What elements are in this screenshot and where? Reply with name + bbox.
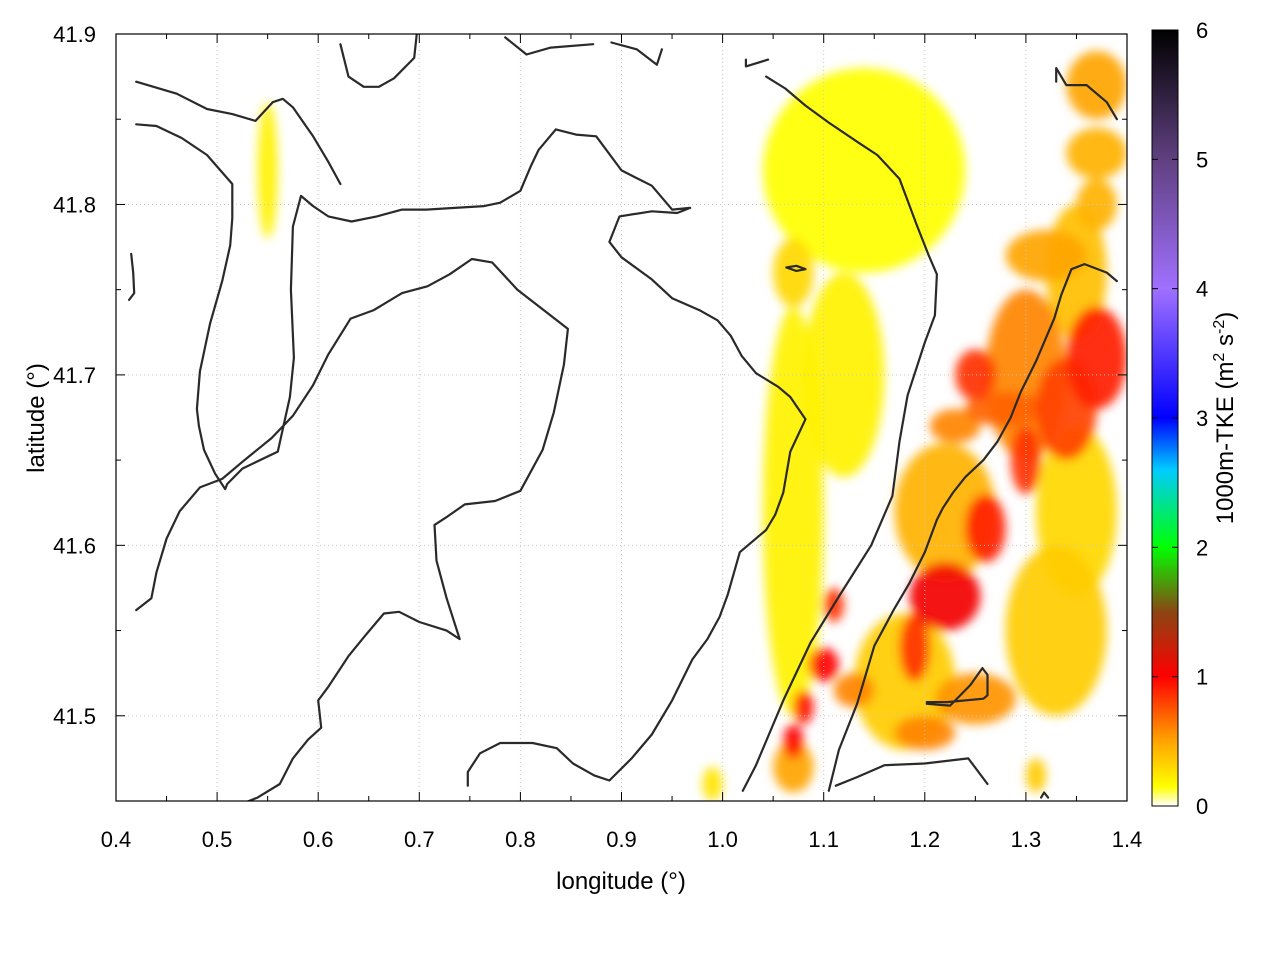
x-tick-label: 1.3 (1011, 827, 1042, 852)
x-axis-title: longitude (°) (556, 868, 686, 895)
colorbar-tick-label: 5 (1196, 147, 1208, 172)
contour-line (135, 80, 342, 186)
x-tick-label: 0.9 (606, 827, 637, 852)
contour-line (834, 757, 989, 787)
tke-cell (1066, 306, 1127, 409)
colorbar-title-main: 1000m-TKE (m (1212, 362, 1239, 525)
tke-cell (257, 102, 278, 239)
contour-line (785, 264, 807, 272)
x-tick-label: 0.6 (303, 827, 334, 852)
tke-cell (773, 741, 814, 793)
colorbar-tick-label: 3 (1196, 406, 1208, 431)
colorbar-tick-label: 0 (1196, 794, 1208, 819)
contour-line (135, 257, 569, 801)
tke-cell (965, 391, 1047, 427)
tke-cell (965, 494, 1006, 563)
x-tick-label: 0.5 (202, 827, 233, 852)
tke-cell (1005, 545, 1107, 716)
y-tick-label: 41.6 (53, 533, 96, 558)
colorbar-title-close: ) (1212, 312, 1239, 320)
tke-cell (783, 724, 804, 759)
x-tick-label: 0.8 (505, 827, 536, 852)
tke-cell (808, 647, 839, 682)
tke-cell (955, 349, 996, 401)
tke-cell (702, 766, 723, 801)
x-tick-label: 0.7 (404, 827, 435, 852)
contour-line (827, 263, 1118, 792)
tke-cell (1010, 426, 1042, 495)
colorbar-tick-label: 2 (1196, 535, 1208, 560)
x-tick-label: 1.4 (1112, 827, 1143, 852)
contour-line (925, 667, 989, 707)
x-tick-label: 0.4 (101, 827, 132, 852)
colorbar-tick-label: 6 (1196, 18, 1208, 43)
colorbar-title-sup2: -2 (1211, 320, 1228, 334)
contour-line (1055, 67, 1118, 121)
contour-line (504, 36, 595, 56)
contour-line (135, 123, 807, 787)
contour-lines (128, 34, 1118, 801)
colorbar-title-mid: s (1212, 334, 1239, 353)
tke-cell (1025, 758, 1047, 793)
contour-line (339, 34, 418, 88)
tke-cell (1066, 127, 1127, 179)
x-tick-label: 1.0 (707, 827, 738, 852)
tke-cell (894, 715, 956, 750)
colorbar-ticks: 0 1 2 3 4 5 6 (1152, 18, 1208, 819)
y-tick-label: 41.9 (53, 22, 96, 47)
tke-cell (929, 408, 981, 444)
tke-cell (909, 562, 981, 631)
contour-line (1040, 791, 1050, 799)
tke-cell (1005, 230, 1087, 282)
tke-cell (773, 238, 814, 307)
colorbar-tick-label: 4 (1196, 277, 1208, 302)
y-tick-label: 41.8 (53, 192, 96, 217)
x-tick-label: 1.2 (910, 827, 941, 852)
contour-line (610, 41, 663, 66)
colorbar-title-sup1: 2 (1211, 353, 1228, 362)
tke-cell (899, 613, 930, 682)
axis-ticks: 0.4 0.5 0.6 0.7 0.8 0.9 1.0 1.1 1.2 1.3 1.4 41.5 41.… (53, 22, 1142, 852)
tke-cell (793, 690, 814, 725)
contour-line (128, 252, 136, 301)
tke-cell (1066, 51, 1127, 120)
colorbar-title: 1000m-TKE (m2 s-2) (1211, 312, 1239, 525)
y-axis-title: latitude (°) (23, 363, 50, 473)
x-tick-label: 1.1 (808, 827, 839, 852)
colorbar-tick-label: 1 (1196, 665, 1208, 690)
contour-line (744, 58, 770, 68)
tke-cell (833, 673, 875, 708)
colorbar: 0 1 2 3 4 5 6 1000m-TKE (m2 s-2) (1151, 18, 1239, 819)
y-tick-label: 41.7 (53, 363, 96, 388)
contour-line (741, 75, 938, 792)
y-tick-label: 41.5 (53, 704, 96, 729)
